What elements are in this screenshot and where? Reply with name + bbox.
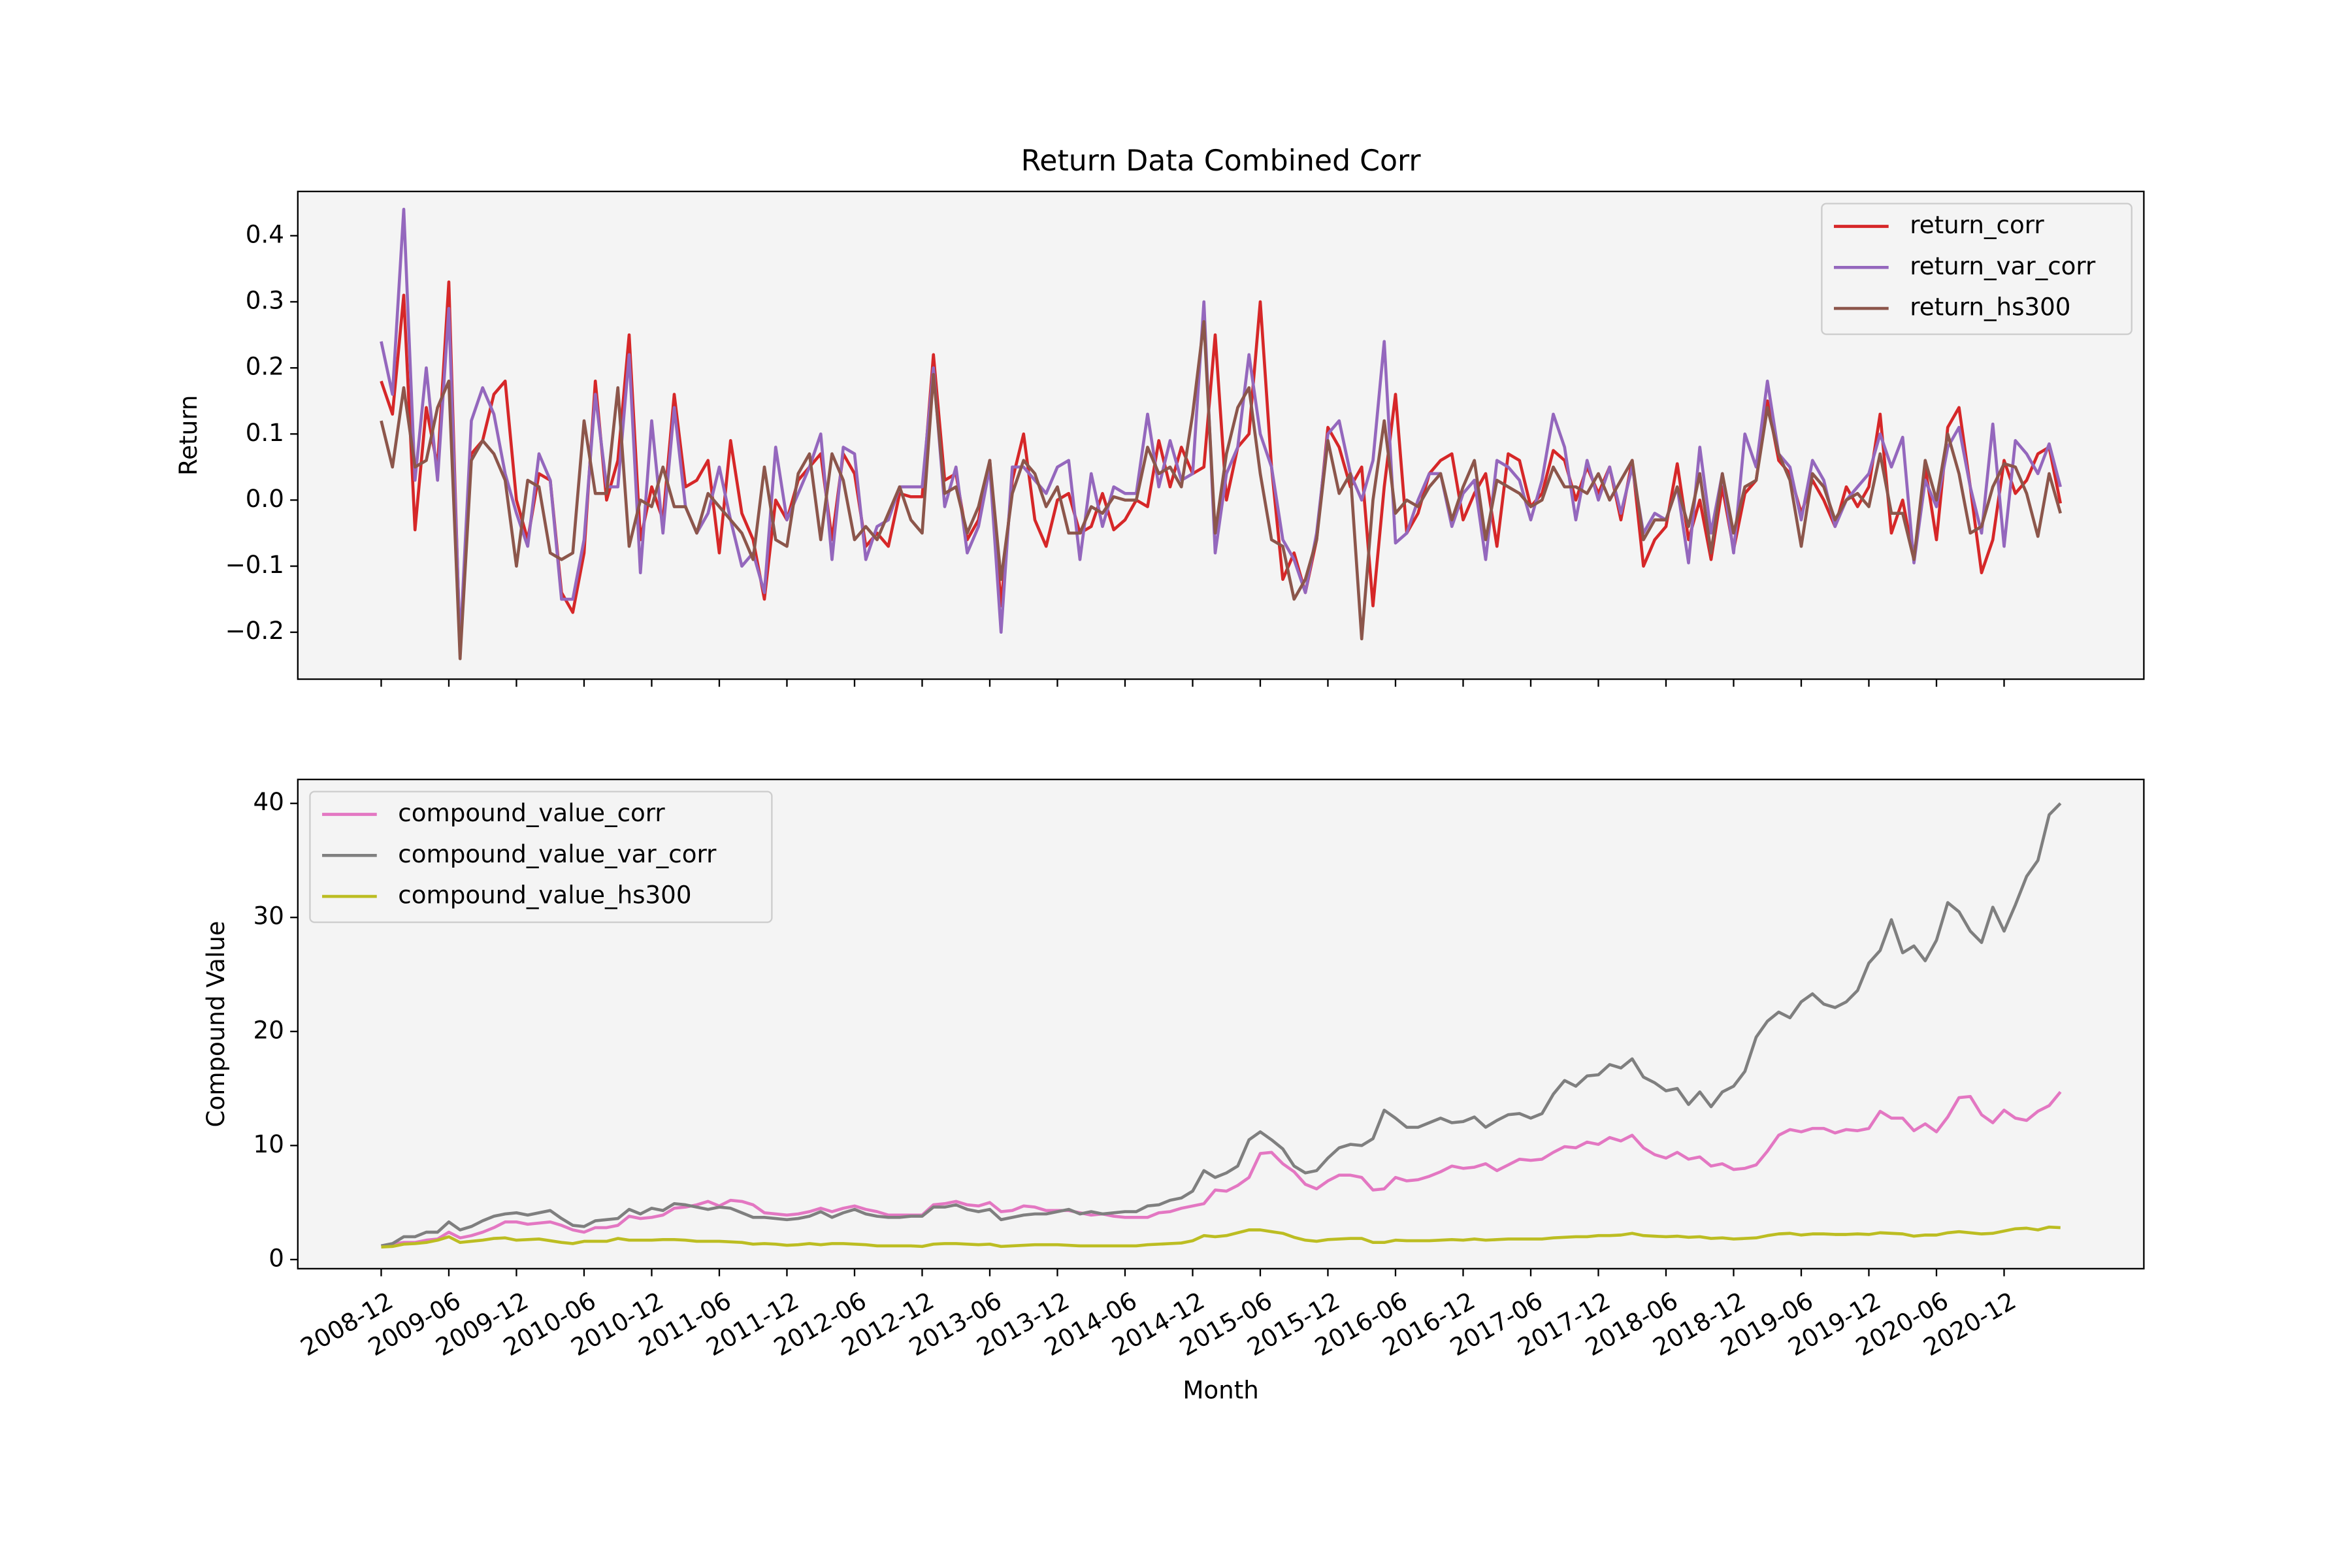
y-tick-label: 40 [253,787,284,816]
y-axis-label: Compound Value [201,921,230,1127]
legend-box [309,791,773,923]
y-tick-label: 30 [253,902,284,930]
x-axis-label: Month [1183,1376,1259,1405]
series-line [380,319,2062,661]
legend-label: return_var_corr [1910,252,2096,280]
y-tick-label: 20 [253,1015,284,1044]
y-tick-label: 0.4 [246,220,284,248]
legend-box [1821,203,2132,335]
chart-title: Return Data Combined Corr [1021,144,1422,178]
y-tick-label: 10 [253,1130,284,1158]
series-line [381,802,2062,1248]
y-tick-label: −0.1 [225,550,284,579]
legend-label: compound_value_hs300 [398,881,691,909]
y-tick-label: 0 [269,1243,284,1272]
y-tick-label: 0.1 [246,418,284,447]
series-line [381,1225,2061,1249]
y-axis-label: Return [174,395,203,476]
legend-label: return_corr [1910,210,2044,239]
axes-frame [297,778,2145,1270]
legend-label: compound_value_var_corr [398,840,717,868]
y-tick-label: 0.2 [246,352,284,381]
y-tick-label: 0.3 [246,286,284,314]
y-tick-label: 0.0 [246,484,284,513]
series-line [381,1090,2062,1248]
y-tick-label: −0.2 [225,616,284,645]
axes-frame [297,190,2145,680]
legend-label: compound_value_corr [398,798,665,827]
legend-label: return_hs300 [1910,293,2070,321]
